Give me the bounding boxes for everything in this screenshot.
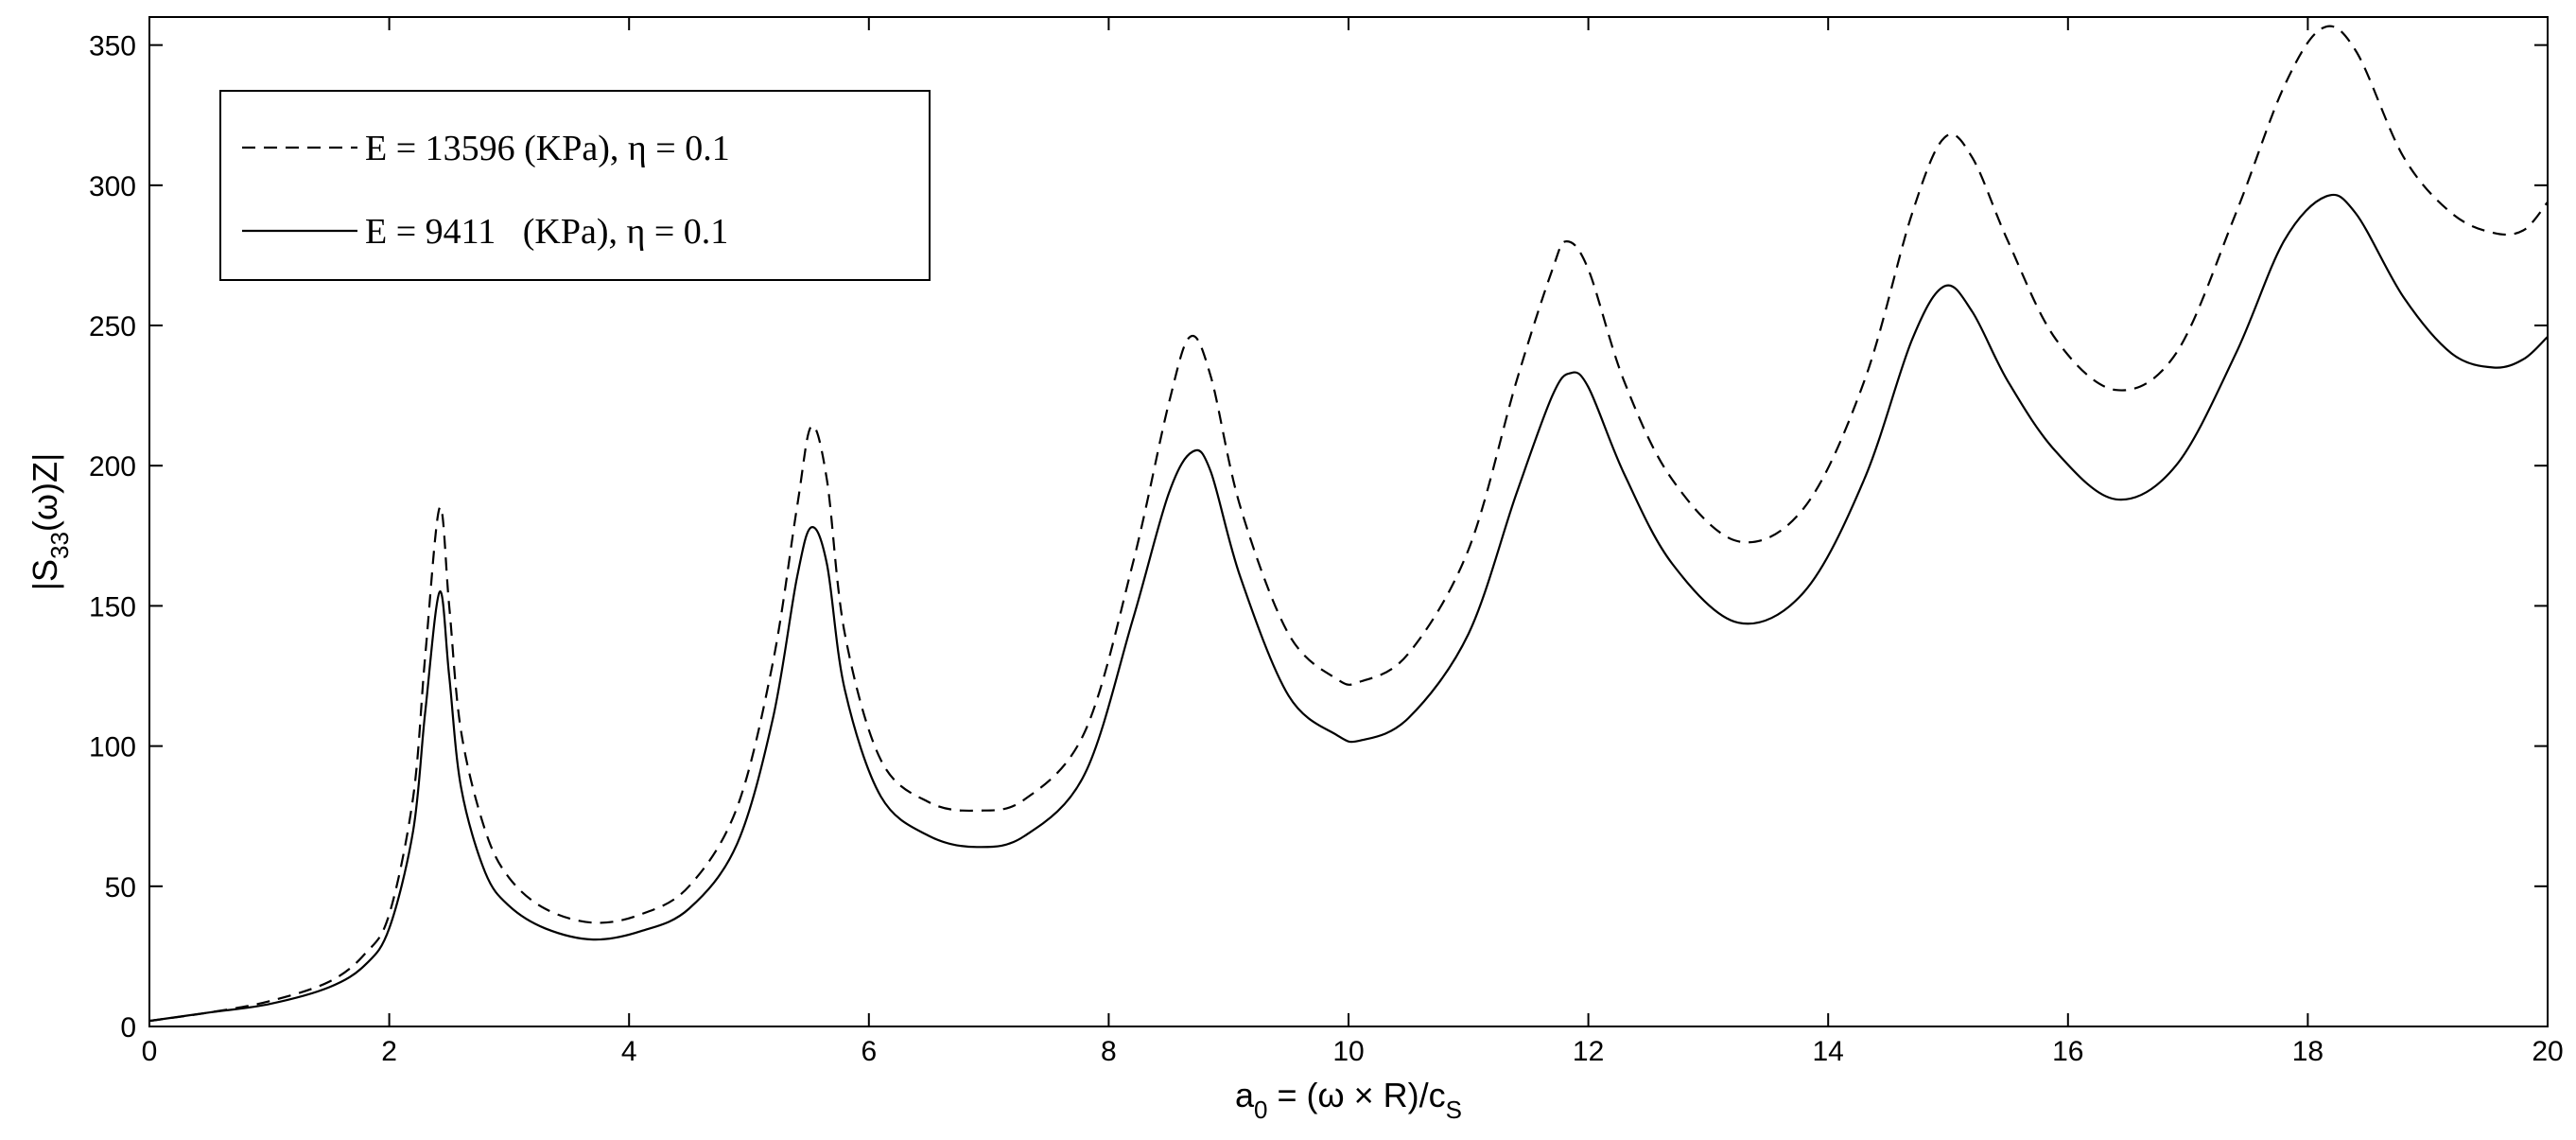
y-tick-label: 300 [89,171,136,202]
legend-label-solid: E = 9411 (KPa), η = 0.1 [365,212,728,252]
x-tick-label: 14 [1813,1036,1844,1067]
x-tick-label: 0 [142,1036,158,1067]
x-axis-label-tail-sub: S [1446,1096,1462,1124]
x-tick-label: 8 [1101,1036,1117,1067]
y-axis-label: |S33(ω)Z| [26,453,74,591]
y-tick-label: 250 [89,311,136,342]
x-tick-label: 16 [2052,1036,2083,1067]
y-tick-label: 350 [89,31,136,62]
series-layer [148,25,2549,1023]
x-tick-label: 10 [1332,1036,1364,1067]
legend-label-dashed: E = 13596 (KPa), η = 0.1 [365,129,730,168]
y-tick-label: 0 [120,1012,136,1044]
y-axis-label-post: (ω)Z| [26,453,64,532]
y-axis-label-pre: |S [26,559,64,590]
y-tick-label: 100 [89,732,136,763]
legend-box [219,90,931,281]
y-tick-label: 50 [105,872,136,903]
y-axis-label-sub: 33 [45,532,74,559]
legend: E = 13596 (KPa), η = 0.1 E = 9411 (KPa),… [219,90,931,281]
x-tick-label: 2 [381,1036,397,1067]
x-tick-label: 4 [621,1036,637,1067]
x-tick-label: 20 [2532,1036,2563,1067]
series-line-dashed [148,25,2549,1023]
x-axis-label-base: a [1235,1076,1255,1114]
x-tick-label: 6 [861,1036,877,1067]
x-axis-label-rest: = (ω × R)/c [1268,1076,1446,1114]
y-tick-label: 200 [89,451,136,482]
x-tick-label: 12 [1573,1036,1604,1067]
y-tick-label: 150 [89,591,136,623]
x-axis-label-sub: 0 [1254,1096,1267,1124]
x-tick-label: 18 [2292,1036,2324,1067]
series-line-solid [148,193,2549,1023]
x-axis-label: a0 = (ω × R)/cS [1235,1076,1462,1124]
